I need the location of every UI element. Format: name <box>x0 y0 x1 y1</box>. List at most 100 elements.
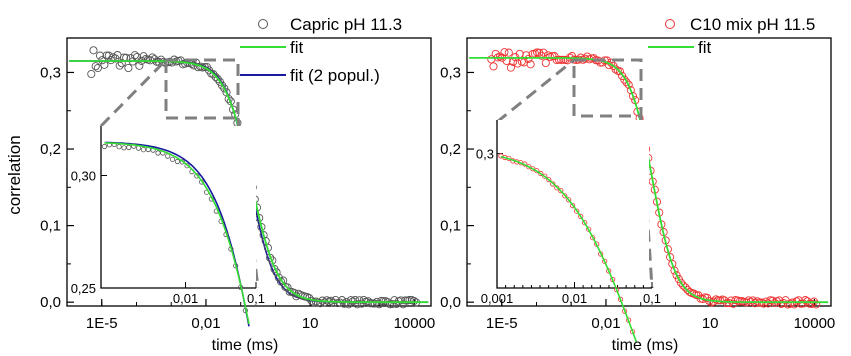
y-tick-label: 0,1 <box>40 218 61 235</box>
x-tick-label: 0,01 <box>191 315 220 332</box>
data-point <box>150 55 159 64</box>
data-point <box>344 300 353 309</box>
x-tick-label: 10000 <box>794 315 836 332</box>
data-point <box>87 69 96 79</box>
data-point <box>409 296 419 306</box>
zoom-box <box>164 58 240 120</box>
inset-data-point <box>169 156 176 162</box>
data-point <box>91 62 100 71</box>
inset-x-tick-label: 0,1 <box>643 291 661 306</box>
left-inset: 0,01 0,1 0,30 0,25 <box>71 126 265 327</box>
zoom-connector <box>99 58 168 128</box>
data-point <box>724 298 734 308</box>
data-point <box>543 51 553 60</box>
data-point <box>95 51 105 60</box>
data-point <box>351 296 360 305</box>
data-point <box>209 70 218 79</box>
data-point <box>396 296 405 305</box>
data-point <box>124 63 133 73</box>
y-tick-label: 0,3 <box>40 64 61 81</box>
zoom-connector <box>496 58 575 124</box>
inset-data-point <box>574 208 580 214</box>
inset-data-point <box>155 150 161 156</box>
data-point <box>283 283 292 292</box>
data-point <box>340 299 349 308</box>
x-tick-label: 10000 <box>394 315 436 332</box>
data-point <box>220 84 229 93</box>
data-point <box>89 46 98 55</box>
data-point <box>379 297 388 306</box>
right-legend-data-label: C10 mix pH 11.5 <box>690 15 815 34</box>
left-legend-fit-label: fit <box>290 38 304 57</box>
data-point <box>224 94 233 104</box>
data-point <box>93 63 102 73</box>
inset-data-point <box>121 145 127 151</box>
inset-data-point <box>550 181 556 187</box>
left-legend: Capric pH 11.3 fit fit (2 popul.) <box>240 15 402 85</box>
right-legend-data-marker <box>665 19 675 29</box>
data-point <box>720 296 729 305</box>
inset-data-point <box>174 158 180 165</box>
data-point <box>489 62 498 71</box>
data-point <box>751 299 760 308</box>
inset-data-point <box>131 143 137 149</box>
data-point <box>368 299 377 308</box>
data-point <box>615 67 624 76</box>
inset-data-point <box>126 144 132 151</box>
left-legend-data-marker <box>258 19 268 29</box>
data-point <box>768 296 777 305</box>
inset-x-tick-label: 0,1 <box>247 291 265 306</box>
inset-data-point <box>570 203 576 209</box>
inset-data-point <box>566 197 572 203</box>
y-tick-label: 0,2 <box>440 141 461 158</box>
inset-y-tick-label: 0,30 <box>71 169 96 184</box>
inset-data-point <box>140 147 146 153</box>
data-point <box>329 298 338 307</box>
inset-data-point <box>562 193 568 199</box>
x-tick-label: 10 <box>302 315 319 332</box>
inset-data-point <box>558 188 564 194</box>
inset-data-point <box>538 170 544 177</box>
data-point <box>218 81 227 90</box>
inset-data-point <box>111 141 117 147</box>
data-point <box>622 78 631 87</box>
data-point <box>807 299 816 308</box>
data-point <box>117 59 126 68</box>
inset-data-point <box>546 177 552 183</box>
right-legend-fit-label: fit <box>698 38 712 57</box>
inset-data-point <box>101 143 108 150</box>
data-point <box>526 60 535 69</box>
inset-background <box>497 120 649 288</box>
y-tick-label: 0,0 <box>40 294 61 311</box>
inset-fit-curve <box>500 155 638 343</box>
y-tick-label: 0,0 <box>440 294 461 311</box>
data-point <box>353 300 362 309</box>
data-point <box>115 61 124 70</box>
x-tick-label: 10 <box>702 315 719 332</box>
right-axes: 0,0 0,1 0,2 0,3 1E-5 0,01 10 10000 <box>440 64 835 332</box>
data-point <box>679 281 688 290</box>
right-plot-frame <box>466 37 832 307</box>
inset-data-point <box>578 213 584 219</box>
y-tick-label: 0,3 <box>440 64 461 81</box>
inset-fit-curve <box>104 142 250 325</box>
data-point <box>135 61 144 70</box>
y-tick-label: 0,2 <box>40 141 61 158</box>
inset-x-tick-label: 0,001 <box>481 291 514 306</box>
data-point <box>401 296 410 305</box>
data-point <box>670 266 679 275</box>
data-point <box>624 80 633 89</box>
data-point <box>812 300 821 309</box>
x-tick-label: 0,01 <box>591 315 620 332</box>
inset-background <box>101 126 256 288</box>
data-point <box>722 299 731 308</box>
data-point <box>548 51 557 61</box>
inset-x-tick-label: 0,01 <box>562 291 587 306</box>
left-y-axis-label: correlation <box>5 135 24 214</box>
data-point <box>539 48 548 57</box>
data-point <box>274 273 283 282</box>
data-point <box>628 92 638 101</box>
data-point <box>541 58 550 68</box>
data-point <box>524 54 533 64</box>
